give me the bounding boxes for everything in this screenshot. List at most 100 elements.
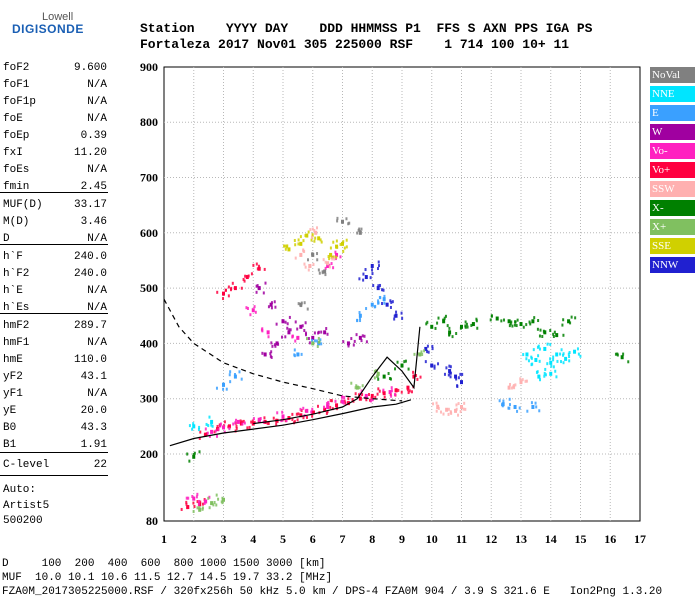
echo-point-w xyxy=(347,344,350,348)
echo-point-x- xyxy=(500,319,503,323)
echo-point-nnw xyxy=(447,373,450,377)
echo-point-vo- xyxy=(335,403,339,408)
echo-point-nnw xyxy=(461,372,464,376)
echo-point-vo- xyxy=(280,419,283,423)
y-tick-label: 500 xyxy=(140,281,158,295)
echo-point-w xyxy=(274,344,277,348)
y-tick-label: 700 xyxy=(140,171,158,185)
echo-point-nnw xyxy=(389,299,392,303)
echo-point-w xyxy=(299,324,303,329)
echo-point-vo- xyxy=(326,263,330,268)
echo-point-x- xyxy=(413,352,416,356)
echo-point-x- xyxy=(466,325,469,329)
echo-point-nne xyxy=(532,348,535,352)
echo-point-x- xyxy=(425,322,428,326)
echo-point-nnw xyxy=(382,288,385,292)
echo-point-nnw xyxy=(433,366,436,370)
echo-point-nne xyxy=(527,359,530,363)
x-tick-label: 14 xyxy=(545,532,557,546)
echo-point-vo- xyxy=(382,390,385,394)
echo-point-nnw xyxy=(364,268,367,272)
echo-point-w xyxy=(286,326,289,330)
echo-point-x- xyxy=(514,320,517,324)
echo-point-x- xyxy=(516,318,519,322)
echo-point-x- xyxy=(217,497,220,501)
echo-point-vo- xyxy=(272,416,275,420)
echo-point-vo- xyxy=(197,502,200,506)
echo-point-nnw xyxy=(443,372,446,376)
echo-point-nnw xyxy=(431,344,434,348)
echo-point-sse xyxy=(293,238,296,242)
echo-point-vo- xyxy=(261,329,264,333)
x-tick-label: 12 xyxy=(485,532,497,546)
echo-point-x- xyxy=(508,324,511,328)
echo-point-sse xyxy=(332,255,335,259)
echo-point-ssw xyxy=(302,248,305,252)
echo-point-x- xyxy=(192,452,195,456)
param-h-e: h`E N/A xyxy=(3,285,107,302)
echo-point-w xyxy=(353,339,356,343)
legend-item-nnw: NNW xyxy=(650,257,695,273)
x-tick-label: 13 xyxy=(515,532,527,546)
echo-point-vo- xyxy=(210,429,214,434)
echo-point-e xyxy=(222,387,225,391)
echo-point-nnw xyxy=(448,369,452,374)
echo-point-x- xyxy=(201,506,204,510)
echo-point-x- xyxy=(471,322,475,327)
echo-point-vo- xyxy=(344,401,347,405)
echo-point-w xyxy=(271,344,274,348)
param-name: h`E xyxy=(3,285,23,297)
echo-point-w xyxy=(320,330,323,334)
echo-point-e xyxy=(356,319,359,323)
echo-point-vo- xyxy=(208,495,211,499)
echo-point-ssw xyxy=(307,268,310,272)
param-name: M(D) xyxy=(3,216,30,228)
param-fof1: foF1 N/A xyxy=(3,79,107,96)
echo-point-x- xyxy=(502,318,505,322)
echo-point-nnw xyxy=(379,283,382,287)
echo-point-nnw xyxy=(395,310,398,314)
echo-point-vo- xyxy=(254,310,257,314)
param-name: foF2 xyxy=(3,62,30,74)
echo-point-e xyxy=(233,374,237,379)
echo-point-vo- xyxy=(316,404,319,408)
param-h-es: h`Es N/A xyxy=(3,302,107,319)
echo-point-e xyxy=(501,404,504,408)
echo-point-nne xyxy=(530,355,533,359)
param-name: yF1 xyxy=(3,388,23,400)
echo-point-vo- xyxy=(343,395,346,399)
param-value: 43.1 xyxy=(80,371,107,383)
echo-point-e xyxy=(501,402,505,407)
param-value: 3.46 xyxy=(80,216,107,228)
echo-point-nne xyxy=(525,357,528,361)
echo-point-nnw xyxy=(437,362,440,366)
echo-point-sse xyxy=(311,233,314,237)
echo-point-x- xyxy=(193,451,196,455)
echo-point-x- xyxy=(207,496,210,500)
echo-point-x- xyxy=(387,372,390,376)
echo-point-sse xyxy=(313,239,316,243)
echo-point-vo- xyxy=(295,412,298,416)
echo-point-vo- xyxy=(334,399,337,403)
echo-point-x- xyxy=(533,316,536,320)
echo-point-nne xyxy=(537,354,540,358)
echo-point-vo- xyxy=(203,500,206,504)
echo-point-sse xyxy=(307,230,310,234)
echo-point-nne xyxy=(577,352,580,356)
autoscale-note: Artist5 xyxy=(3,500,50,512)
echo-point-x- xyxy=(552,334,555,338)
echo-point-noval xyxy=(336,216,339,220)
echo-point-vo- xyxy=(242,419,245,423)
param-foe: foE N/A xyxy=(3,113,107,130)
y-tick-label: 400 xyxy=(140,336,158,350)
echo-point-vo- xyxy=(252,417,255,421)
echo-point-nnw xyxy=(431,347,434,351)
echo-point-vo- xyxy=(253,305,256,309)
echo-point-ssw xyxy=(435,409,438,413)
echo-point-vo- xyxy=(342,401,345,405)
echo-point-vo- xyxy=(253,421,256,425)
echo-point-x- xyxy=(418,352,422,357)
echo-point-w xyxy=(262,291,265,295)
echo-point-e xyxy=(382,297,386,302)
